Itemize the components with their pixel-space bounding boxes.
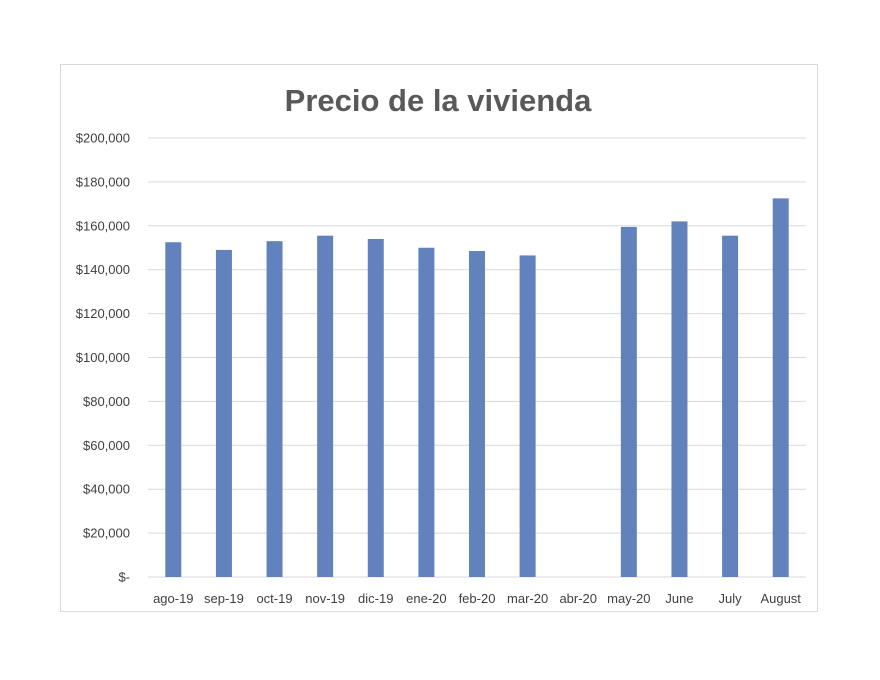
x-tick-label: mar-20 [507,591,548,606]
bar-dic-19 [367,238,384,577]
x-tick-label: ago-19 [153,591,193,606]
bar-oct-19 [266,241,283,578]
y-tick-label: $160,000 [76,218,130,233]
bar-June [671,221,688,577]
gridlines [148,137,806,578]
x-tick-label: abr-20 [559,591,597,606]
y-axis-tick-labels: $- $20,000 $40,000 $60,000 $80,000 $100,000 $1… [76,131,130,585]
y-tick-label: $- [118,570,130,585]
bar-ago-19 [165,242,182,577]
x-tick-label: sep-19 [204,591,244,606]
bar-ene-20 [418,247,435,577]
x-axis-tick-labels: ago-19 sep-19 oct-19 nov-19 dic-19 ene-20 feb-… [153,591,801,606]
x-tick-label: June [665,591,693,606]
x-tick-label: July [719,591,743,606]
bar-nov-19 [317,235,334,578]
chart-title: Precio de la vivienda [285,83,592,118]
y-tick-label: $140,000 [76,262,130,277]
y-tick-label: $40,000 [83,482,130,497]
x-tick-label: nov-19 [305,591,345,606]
bar-sep-19 [215,249,232,577]
y-tick-label: $180,000 [76,174,130,189]
y-tick-label: $80,000 [83,394,130,409]
bar-mar-20 [519,255,536,577]
x-tick-label: August [760,591,801,606]
y-tick-label: $100,000 [76,350,130,365]
chart-frame [60,64,818,612]
bar-feb-20 [469,251,485,578]
y-tick-label: $120,000 [76,306,130,321]
x-tick-label: feb-20 [459,591,496,606]
x-tick-label: oct-19 [256,591,292,606]
x-tick-label: ene-20 [406,591,446,606]
bar-August [772,198,789,578]
x-tick-label: dic-19 [358,591,393,606]
bars [165,198,789,578]
y-tick-label: $200,000 [76,131,130,146]
y-tick-label: $20,000 [83,526,130,541]
bar-July [722,235,739,578]
bar-may-20 [620,226,637,577]
x-tick-label: may-20 [607,591,650,606]
y-tick-label: $60,000 [83,438,130,453]
